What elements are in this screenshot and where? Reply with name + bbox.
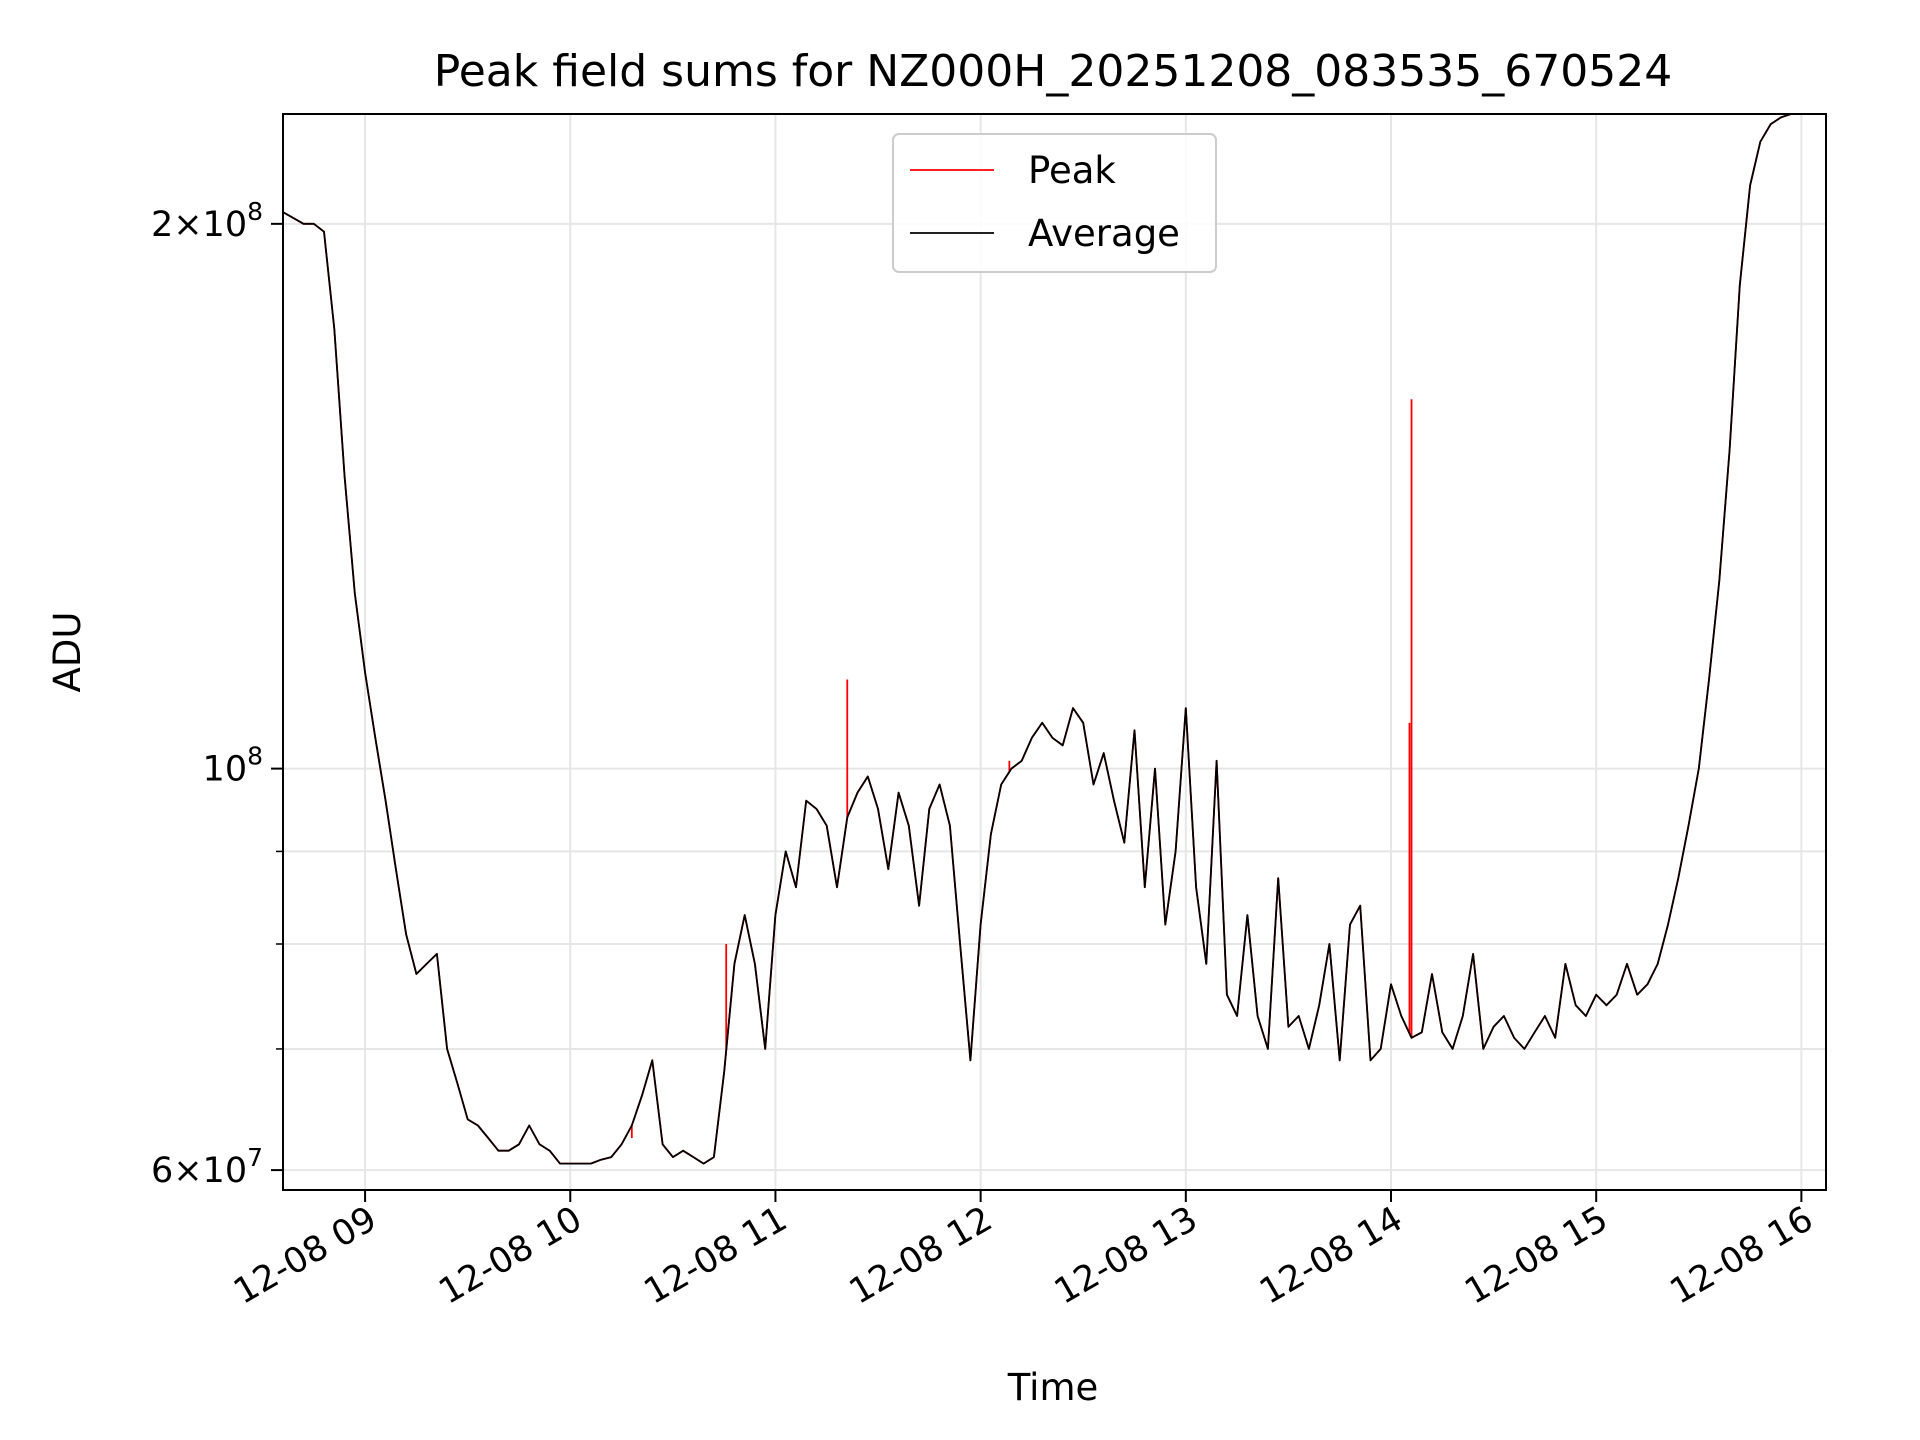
legend: Peak Average (892, 133, 1217, 273)
x-axis-label: Time (1007, 1366, 1099, 1409)
y-axis-label: ADU (46, 612, 89, 693)
y-tick-label: 2×108 (151, 197, 263, 245)
chart-title: Peak field sums for NZ000H_20251208_0835… (434, 46, 1672, 97)
y-tick-label: 108 (203, 742, 263, 790)
y-tick-label: 6×107 (151, 1143, 263, 1191)
legend-label-average: Average (1028, 212, 1180, 255)
series-layer (282, 113, 1792, 1165)
legend-box (892, 133, 1217, 273)
plot-frame (282, 113, 1827, 1191)
legend-label-peak: Peak (1028, 149, 1116, 192)
series-line-average (282, 113, 1792, 1165)
